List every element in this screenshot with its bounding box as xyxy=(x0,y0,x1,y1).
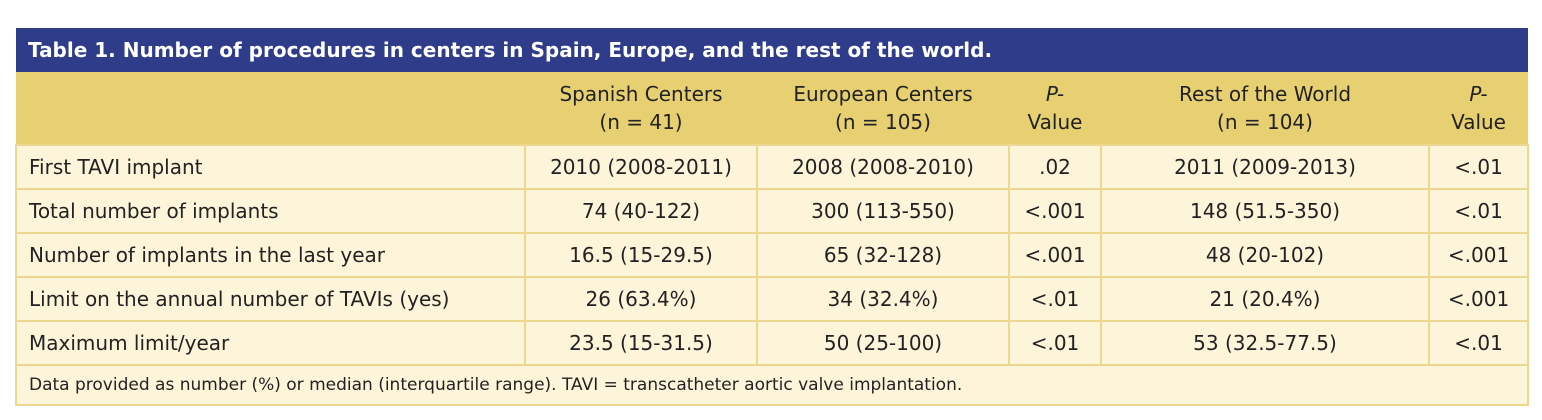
header-line: Rest of the World xyxy=(1178,82,1352,106)
header-cell: Spanish Centers (n = 41) xyxy=(525,72,757,145)
header-line: (n = 41) xyxy=(599,110,683,134)
header-row: Spanish Centers (n = 41) European Centers (… xyxy=(16,72,1529,145)
table-row: Limit on the annual number of TAVIs (yes… xyxy=(15,276,1530,322)
header-cell xyxy=(16,72,525,145)
cell: <.001 xyxy=(1008,232,1102,278)
header-line: (n = 105) xyxy=(835,110,931,134)
table-body: First TAVI implant 2010 (2008-2011) 2008 (… xyxy=(15,144,1530,366)
header-cell: P- Value xyxy=(1009,72,1101,145)
header-line: Value xyxy=(1027,110,1083,134)
cell: 53 (32.5-77.5) xyxy=(1100,320,1430,366)
cell: <.01 xyxy=(1427,144,1530,190)
header-cell: European Centers (n = 105) xyxy=(757,72,1009,145)
row-label: Maximum limit/year xyxy=(15,320,526,366)
title-row: Table 1. Number of procedures in centers… xyxy=(16,28,1529,72)
cell: 2010 (2008-2011) xyxy=(524,144,758,190)
footnote: Data provided as number (%) or median (i… xyxy=(14,364,1530,406)
cell: <.01 xyxy=(1427,320,1530,366)
header-line: Spanish Centers xyxy=(559,82,723,106)
cell: 50 (25-100) xyxy=(756,320,1010,366)
table-row: Number of implants in the last year 16.5 … xyxy=(15,232,1530,278)
row-label: Total number of implants xyxy=(15,188,526,234)
header-cell: P- Value xyxy=(1429,72,1529,145)
header-line: European Centers xyxy=(793,82,973,106)
header-line: (n = 104) xyxy=(1217,110,1313,134)
header-line: P- xyxy=(1469,82,1488,106)
cell: 300 (113-550) xyxy=(756,188,1010,234)
cell: 48 (20-102) xyxy=(1100,232,1430,278)
row-label: Number of implants in the last year xyxy=(15,232,526,278)
cell: <.001 xyxy=(1427,232,1530,278)
cell: <.001 xyxy=(1008,188,1102,234)
cell: 23.5 (15-31.5) xyxy=(524,320,758,366)
header-line: Value xyxy=(1451,110,1506,134)
cell: 34 (32.4%) xyxy=(756,276,1010,322)
cell: <.01 xyxy=(1008,320,1102,366)
cell: 148 (51.5-350) xyxy=(1100,188,1430,234)
cell: 65 (32-128) xyxy=(756,232,1010,278)
cell: .02 xyxy=(1008,144,1102,190)
cell: <.001 xyxy=(1427,276,1530,322)
table-row: Total number of implants 74 (40-122) 300 (… xyxy=(15,188,1530,234)
cell: 26 (63.4%) xyxy=(524,276,758,322)
row-label: Limit on the annual number of TAVIs (yes… xyxy=(15,276,526,322)
cell: <.01 xyxy=(1427,188,1530,234)
row-label: First TAVI implant xyxy=(15,144,526,190)
table-row: First TAVI implant 2010 (2008-2011) 2008 (… xyxy=(15,144,1530,190)
cell: 21 (20.4%) xyxy=(1100,276,1430,322)
cell: 74 (40-122) xyxy=(524,188,758,234)
cell: 2008 (2008-2010) xyxy=(756,144,1010,190)
cell: <.01 xyxy=(1008,276,1102,322)
cell: 16.5 (15-29.5) xyxy=(524,232,758,278)
header-line: P- xyxy=(1045,82,1065,106)
table-row: Maximum limit/year 23.5 (15-31.5) 50 (25-1… xyxy=(15,320,1530,366)
footnote-row: Data provided as number (%) or median (i… xyxy=(14,364,1530,406)
table-title: Table 1. Number of procedures in centers… xyxy=(16,28,1529,72)
data-table: Table 1. Number of procedures in centers… xyxy=(14,28,1530,406)
cell: 2011 (2009-2013) xyxy=(1100,144,1430,190)
header-cell: Rest of the World (n = 104) xyxy=(1101,72,1429,145)
